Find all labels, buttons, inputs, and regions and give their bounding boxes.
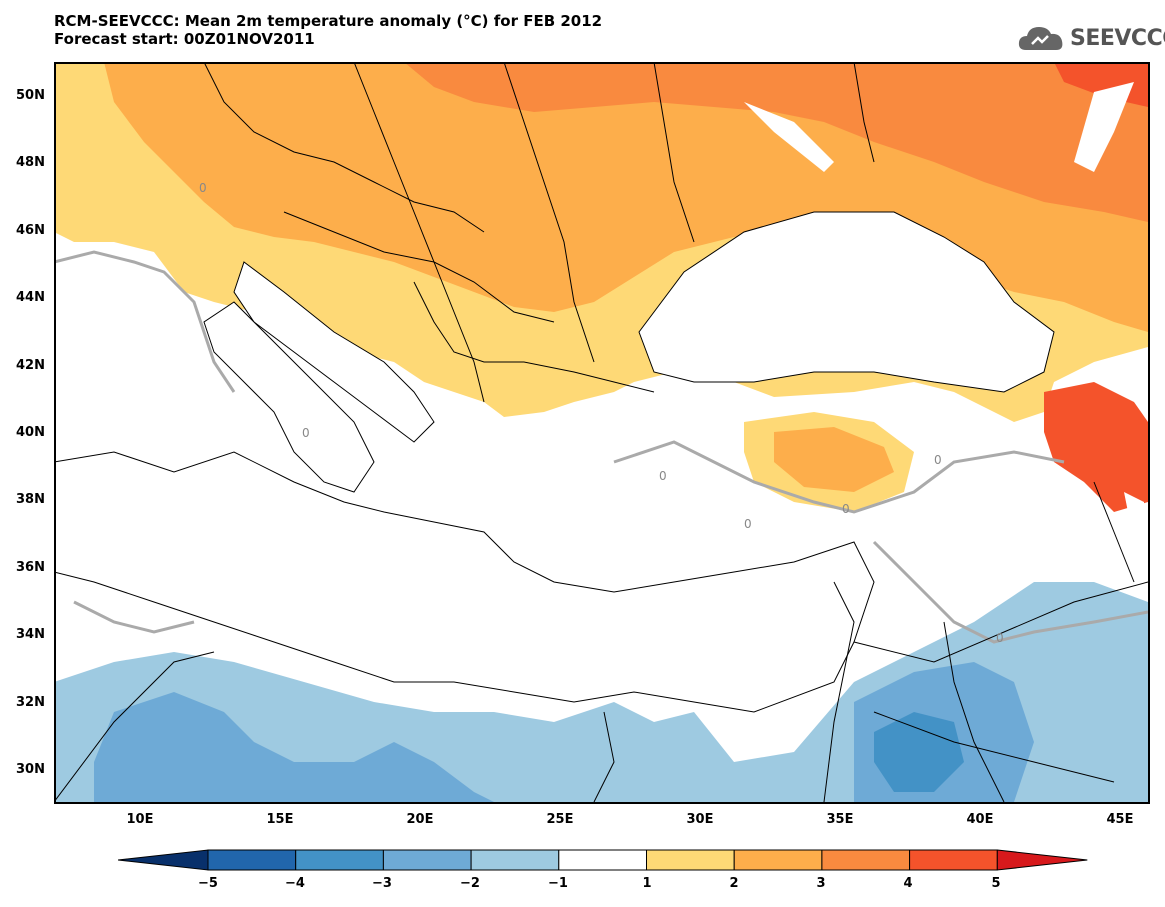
- contour-label: 0: [199, 181, 207, 195]
- anomaly-minus3-minus4-region: [874, 712, 964, 792]
- colorbar: [118, 849, 1088, 871]
- colorbar-label: 1: [642, 876, 652, 891]
- lon-label: 30E: [686, 812, 714, 827]
- lat-label: 40N: [16, 425, 45, 440]
- lon-label: 25E: [546, 812, 574, 827]
- forecast-start-label: Forecast start: 00Z01NOV2011: [54, 30, 315, 48]
- anomaly-void: [1124, 492, 1144, 522]
- country-borders: [54, 62, 1148, 802]
- lat-label: 46N: [16, 223, 45, 238]
- colorbar-swatch: [295, 849, 384, 871]
- anomaly-map: 0 0 0 0 0 0 0: [54, 62, 1148, 802]
- lon-label: 35E: [826, 812, 854, 827]
- lon-label: 10E: [126, 812, 154, 827]
- anomaly-2-3-region-anatolia: [774, 427, 894, 492]
- colorbar-swatch: [733, 849, 823, 871]
- contour-label: 0: [744, 517, 752, 531]
- black-sea: [638, 211, 1055, 393]
- zero-contour: [613, 440, 1065, 514]
- contour-label: 0: [302, 426, 310, 440]
- colorbar-label: −5: [198, 876, 218, 891]
- anomaly-3-4-region: [404, 62, 1148, 222]
- zero-contour: [54, 250, 236, 393]
- lon-label: 20E: [406, 812, 434, 827]
- anomaly-4-5-region-east: [1044, 382, 1148, 512]
- colorbar-swatch: [558, 849, 647, 871]
- lat-label: 34N: [16, 627, 45, 642]
- italy-landmass: [203, 301, 375, 493]
- colorbar-arrow-high: [996, 849, 1088, 871]
- colorbar-label: −2: [460, 876, 480, 891]
- colorbar-swatch: [909, 849, 998, 871]
- contour-label: 0: [996, 631, 1004, 645]
- lon-label: 15E: [266, 812, 294, 827]
- map-title: RCM-SEEVCCC: Mean 2m temperature anomaly…: [54, 12, 603, 30]
- colorbar-label: 4: [903, 876, 913, 891]
- lat-label: 42N: [16, 358, 45, 373]
- colorbar-label: −4: [285, 876, 305, 891]
- cloud-icon: [1018, 27, 1063, 50]
- lat-label: 30N: [16, 762, 45, 777]
- colorbar-swatch: [207, 849, 297, 871]
- contour-label: 0: [659, 469, 667, 483]
- anomaly-minus2-minus3-region: [94, 692, 494, 802]
- lon-label: 45E: [1106, 812, 1134, 827]
- lat-label: 36N: [16, 560, 45, 575]
- contour-label: 0: [842, 502, 850, 516]
- seevccc-logo: SEEVCCC: [1018, 24, 1165, 54]
- logo-text: SEEVCCC: [1070, 26, 1165, 51]
- mediterranean-sea: [54, 451, 875, 713]
- colorbar-swatch: [821, 849, 911, 871]
- anomaly-field: 0 0 0 0 0 0 0: [54, 62, 1148, 802]
- anomaly-void: [744, 102, 834, 172]
- contour-label: 0: [934, 453, 942, 467]
- anomaly-void: [1074, 82, 1134, 172]
- colorbar-swatch: [646, 849, 735, 871]
- colorbar-label: 3: [816, 876, 826, 891]
- lat-label: 50N: [16, 88, 45, 103]
- lat-label: 38N: [16, 492, 45, 507]
- colorbar-label: 2: [729, 876, 739, 891]
- lat-label: 32N: [16, 695, 45, 710]
- colorbar-swatch: [382, 849, 472, 871]
- lon-label: 40E: [966, 812, 994, 827]
- zero-contour: [872, 540, 1148, 644]
- zero-contour: [73, 600, 195, 634]
- colorbar-label: 5: [991, 876, 1001, 891]
- lat-label: 44N: [16, 290, 45, 305]
- colorbar-swatch: [470, 849, 560, 871]
- colorbar-label: −3: [372, 876, 392, 891]
- colorbar-label: −1: [548, 876, 568, 891]
- colorbar-arrow-low: [118, 849, 209, 871]
- lat-label: 48N: [16, 155, 45, 170]
